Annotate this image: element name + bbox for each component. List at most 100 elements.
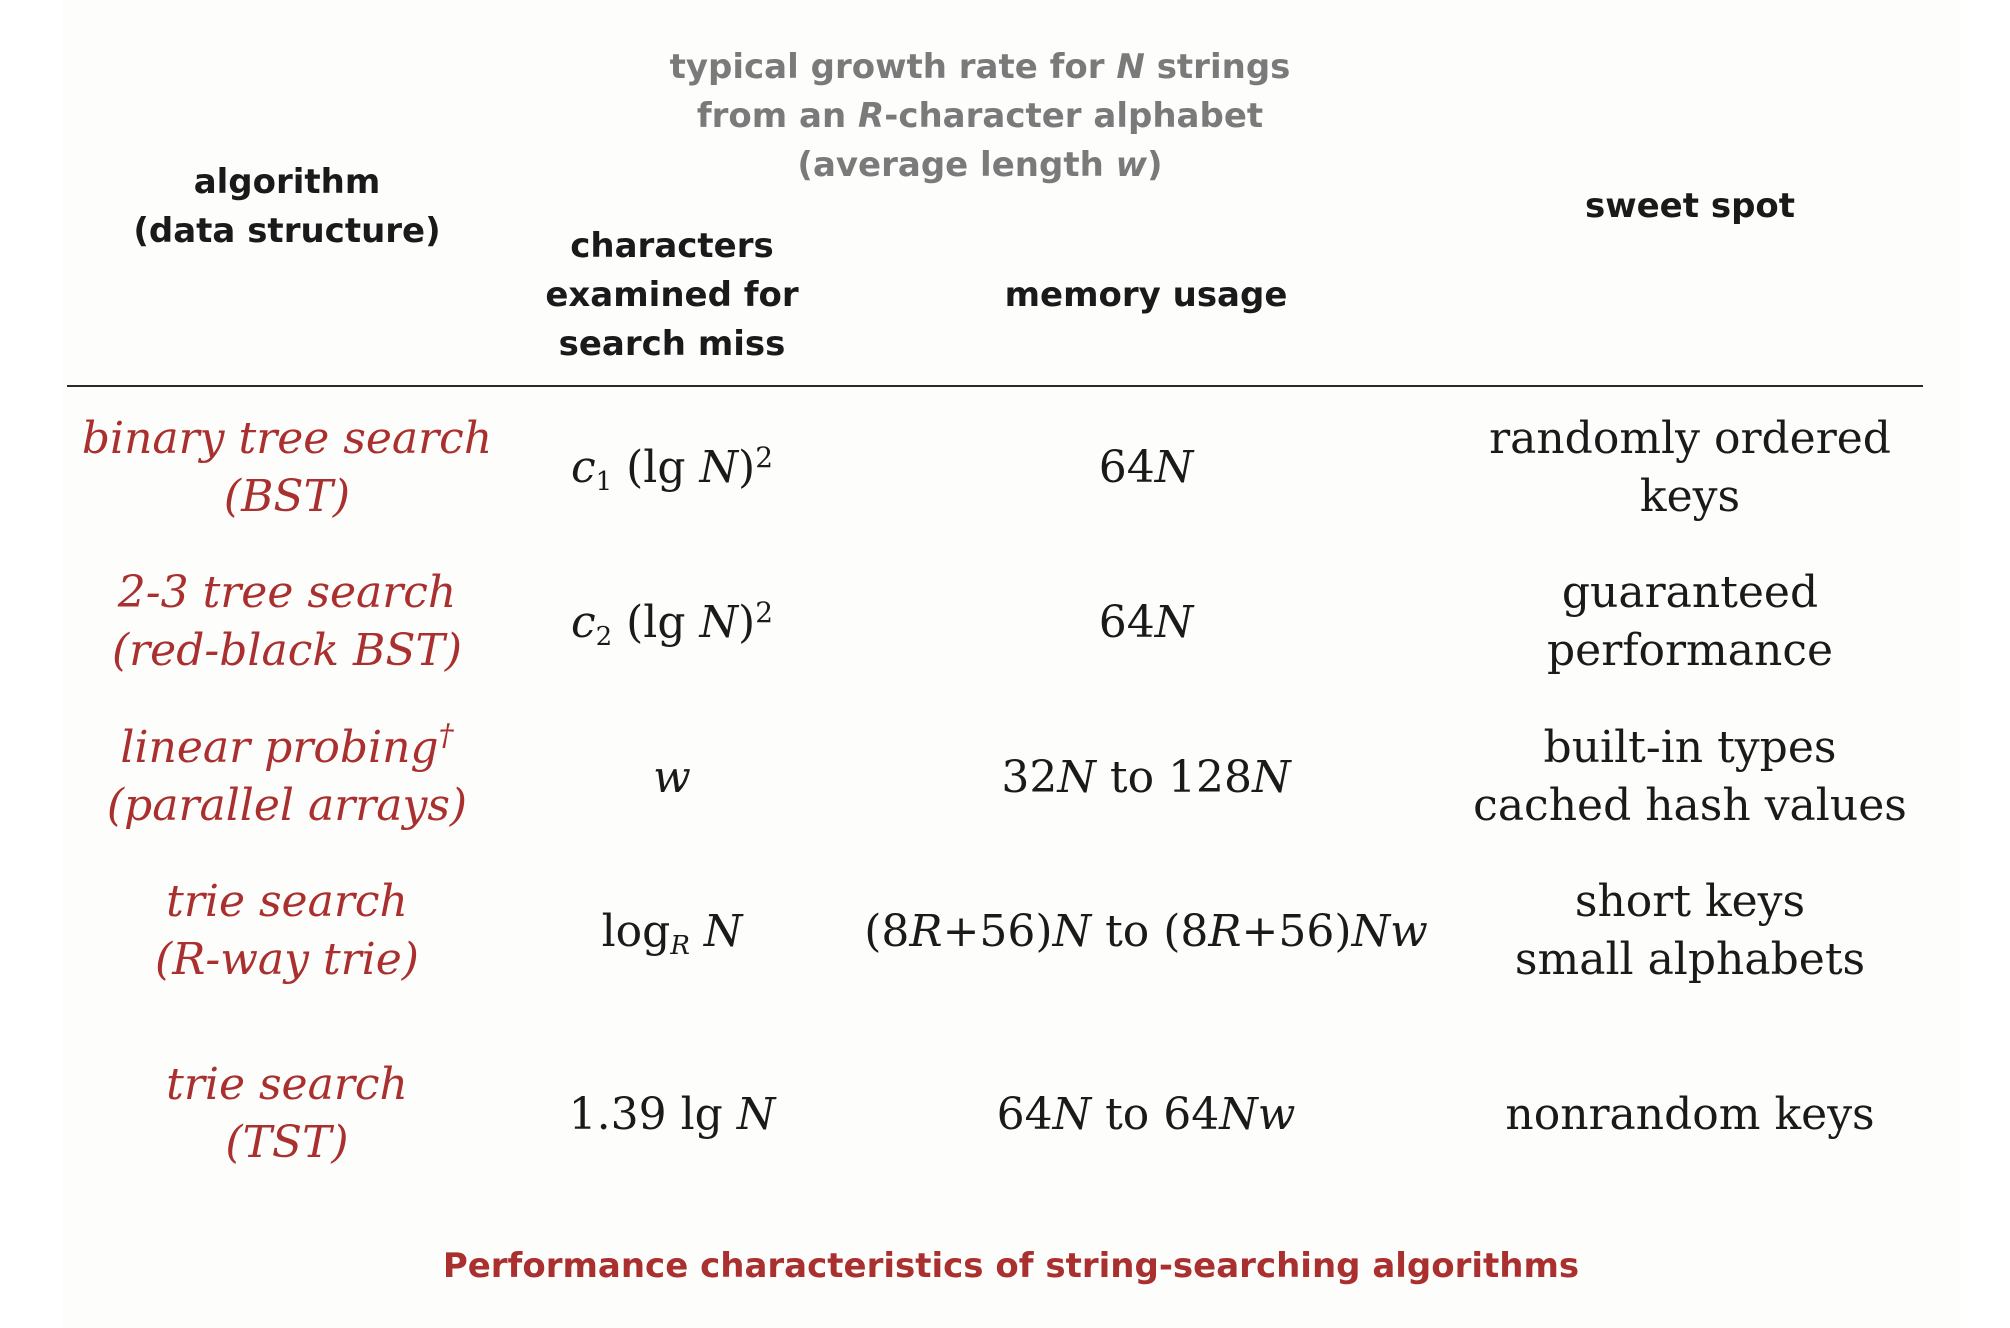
row-rway-trie-sweet-spot: short keys small alphabets — [1460, 873, 1920, 989]
row-rway-trie-sweet-spot-line2: small alphabets — [1514, 934, 1866, 985]
header-algorithm-line1: algorithm — [193, 162, 381, 202]
header-characters-line1: characters — [570, 226, 774, 266]
dagger-footnote-mark: † — [438, 718, 454, 753]
row-rway-trie-algorithm: trie search (R-way trie) — [77, 873, 497, 989]
row-tst-memory-b: N — [1052, 1089, 1092, 1140]
row-tst-memory: 64N to 64Nw — [846, 1086, 1446, 1144]
row-tst-sweet-spot: nonrandom keys — [1460, 1086, 1920, 1144]
header-growth-line1: typical growth rate for N strings — [630, 43, 1330, 92]
header-growth-line1-tail: strings — [1144, 47, 1291, 87]
row-bst-chars-close: ) — [738, 442, 756, 493]
row-linear-probing-memory-b: N — [1057, 752, 1096, 803]
header-sweet-spot: sweet spot — [1460, 182, 1920, 231]
header-divider — [67, 385, 1923, 387]
row-redblack-algorithm-structure: (red-black BST) — [111, 625, 463, 676]
figure-caption: Performance characteristics of string-se… — [442, 1246, 1580, 1286]
row-redblack-sweet-spot-line2: performance — [1546, 625, 1834, 676]
row-rway-trie-memory-p4: +56) — [1241, 906, 1352, 957]
row-rway-trie-chars: logR N — [512, 903, 832, 961]
row-linear-probing-chars: w — [512, 749, 832, 807]
header-growth-line1-text: typical growth rate for — [669, 47, 1117, 87]
row-rway-trie-memory-p2: +56) — [942, 906, 1053, 957]
row-bst-chars-n: N — [699, 442, 739, 493]
header-growth-line3-var: w — [1115, 145, 1148, 185]
row-tst-algorithm: trie search (TST) — [77, 1056, 497, 1172]
row-tst-chars-text: 1.39 lg — [568, 1089, 737, 1140]
row-redblack-memory-var: N — [1154, 597, 1194, 648]
row-rway-trie-algorithm-name: trie search — [166, 876, 408, 927]
row-tst-chars: 1.39 lg N — [512, 1086, 832, 1144]
row-rway-trie-memory-n1: N — [1052, 906, 1092, 957]
row-redblack-sweet-spot-line1: guaranteed — [1561, 567, 1819, 618]
row-redblack-chars-sup: 2 — [755, 596, 774, 629]
row-redblack-chars-n: N — [699, 597, 739, 648]
row-linear-probing-sweet-spot: built-in types cached hash values — [1460, 719, 1920, 835]
row-bst-algorithm-name: binary tree search — [81, 413, 493, 464]
row-redblack-sweet-spot: guaranteed performance — [1460, 564, 1920, 680]
row-bst-memory-num: 64 — [1098, 442, 1155, 493]
header-growth-line3-tail: ) — [1147, 145, 1163, 185]
header-growth-line3: (average length w) — [630, 141, 1330, 190]
header-characters-line2: examined for — [545, 275, 799, 315]
row-linear-probing-memory-a: 32 — [1001, 752, 1058, 803]
row-bst-memory-var: N — [1154, 442, 1194, 493]
row-tst-memory-a: 64 — [996, 1089, 1053, 1140]
header-memory: memory usage — [846, 271, 1446, 320]
header-growth-line2-text: from an — [696, 96, 859, 136]
row-rway-trie-chars-n: N — [703, 906, 743, 957]
header-growth-rate: typical growth rate for N strings from a… — [630, 43, 1330, 190]
row-linear-probing-sweet-spot-line2: cached hash values — [1473, 780, 1907, 831]
row-redblack-chars-sub: 2 — [595, 622, 613, 652]
row-linear-probing-memory-d: N — [1252, 752, 1291, 803]
row-bst-chars: c1 (lg N)2 — [512, 439, 832, 497]
row-rway-trie-chars-log: log — [601, 906, 671, 957]
row-bst-chars-sup: 2 — [755, 441, 774, 474]
row-rway-trie-memory-r2: R — [1208, 906, 1242, 957]
header-characters-line3: search miss — [558, 324, 786, 364]
header-growth-line1-var: N — [1116, 47, 1145, 87]
header-characters: characters examined for search miss — [512, 222, 832, 369]
row-bst-memory: 64N — [846, 439, 1446, 497]
row-linear-probing-algorithm-text: linear probing — [120, 722, 439, 773]
row-redblack-algorithm-name: 2-3 tree search — [117, 567, 457, 618]
table-panel — [62, 0, 1960, 1328]
row-redblack-memory-num: 64 — [1098, 597, 1155, 648]
row-bst-chars-sub: 1 — [595, 467, 613, 497]
row-rway-trie-memory-n2: Nw — [1351, 906, 1428, 957]
row-redblack-chars-lg: (lg — [612, 597, 700, 648]
row-rway-trie-chars-sub: R — [670, 931, 690, 961]
row-redblack-chars: c2 (lg N)2 — [512, 594, 832, 652]
header-growth-line2: from an R-character alphabet — [630, 92, 1330, 141]
row-bst-algorithm-structure: (BST) — [223, 471, 351, 522]
header-memory-label: memory usage — [1004, 275, 1288, 315]
row-rway-trie-memory-r1: R — [909, 906, 943, 957]
row-rway-trie-memory: (8R+56)N to (8R+56)Nw — [846, 903, 1446, 961]
row-rway-trie-memory-p1: (8 — [864, 906, 910, 957]
header-growth-line3-text: (average length — [797, 145, 1116, 185]
row-linear-probing-algorithm-name: linear probing† — [77, 719, 497, 777]
row-tst-chars-n: N — [736, 1089, 776, 1140]
row-bst-chars-c: c — [570, 442, 596, 493]
row-tst-memory-d: Nw — [1219, 1089, 1296, 1140]
row-tst-sweet-spot-line1: nonrandom keys — [1505, 1089, 1875, 1140]
row-linear-probing-memory-c: to 128 — [1095, 752, 1253, 803]
row-rway-trie-sweet-spot-line1: short keys — [1574, 876, 1806, 927]
header-growth-line2-tail: -character alphabet — [884, 96, 1264, 136]
row-linear-probing-memory: 32N to 128N — [846, 749, 1446, 807]
row-bst-algorithm: binary tree search (BST) — [77, 410, 497, 526]
row-linear-probing-algorithm-structure: (parallel arrays) — [106, 780, 468, 831]
row-redblack-chars-c: c — [570, 597, 596, 648]
row-bst-sweet-spot-line2: keys — [1639, 471, 1741, 522]
row-bst-sweet-spot: randomly ordered keys — [1460, 410, 1920, 526]
row-linear-probing-algorithm: linear probing† (parallel arrays) — [77, 719, 497, 835]
row-linear-probing-chars-w: w — [653, 752, 691, 803]
header-sweet-spot-label: sweet spot — [1584, 186, 1796, 226]
row-tst-algorithm-name: trie search — [166, 1059, 408, 1110]
header-growth-line2-var: R — [858, 96, 885, 136]
header-algorithm: algorithm (data structure) — [127, 158, 447, 256]
row-redblack-memory: 64N — [846, 594, 1446, 652]
row-bst-chars-lg: (lg — [612, 442, 700, 493]
row-tst-algorithm-structure: (TST) — [225, 1117, 349, 1168]
row-rway-trie-algorithm-structure: (R-way trie) — [155, 934, 419, 985]
